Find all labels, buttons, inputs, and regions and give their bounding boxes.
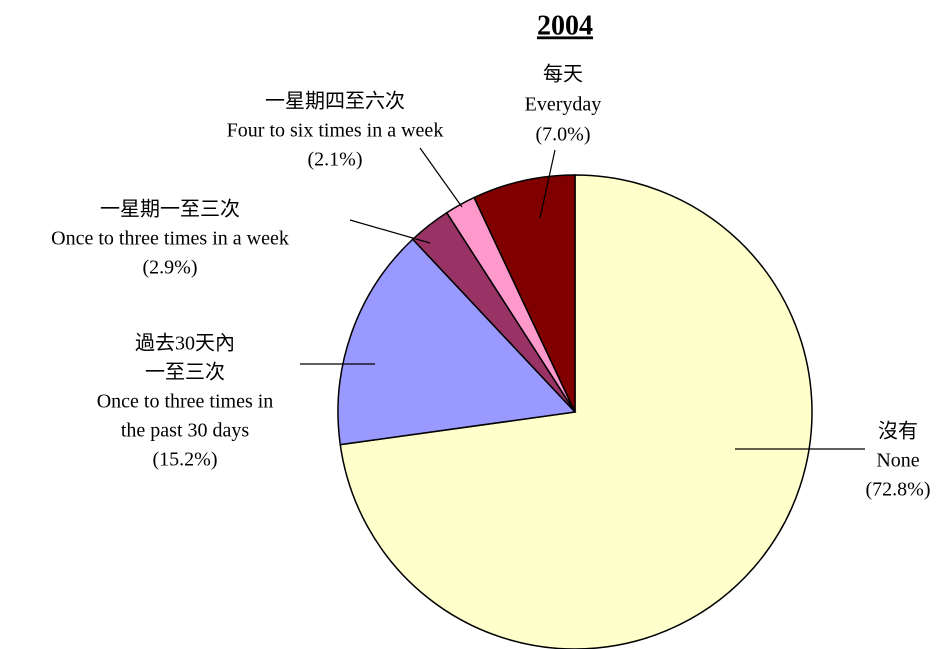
chart-title: 2004 [537, 10, 593, 41]
slice-label: 過去30天內 [135, 332, 235, 355]
slice-label: Once to three times in [97, 391, 274, 413]
leader-line [349, 219, 431, 244]
pie-slice [473, 174, 576, 413]
slice-label: Four to six times in a week [227, 120, 444, 142]
slice-label: 一星期一至三次 [100, 198, 240, 221]
slice-label: Once to three times in a week [51, 228, 289, 250]
slice-label: 一至三次 [145, 361, 225, 384]
pie-slice [337, 238, 577, 446]
leader-line [419, 147, 463, 208]
value-label: (72.8%) [866, 479, 931, 501]
slice-label: 一星期四至六次 [265, 90, 405, 113]
value-label: (15.2%) [153, 449, 218, 471]
value-label: (2.1%) [308, 149, 363, 171]
slice-label: the past 30 days [121, 420, 250, 442]
pie-slice [339, 174, 813, 649]
leader-line [539, 149, 556, 219]
slice-label: 沒有 [878, 420, 918, 443]
slice-label: 每天 [543, 63, 583, 86]
value-label: (7.0%) [536, 124, 591, 146]
slice-label: Everyday [525, 94, 602, 116]
value-label: (2.9%) [143, 257, 198, 279]
slice-label: None [876, 450, 919, 472]
